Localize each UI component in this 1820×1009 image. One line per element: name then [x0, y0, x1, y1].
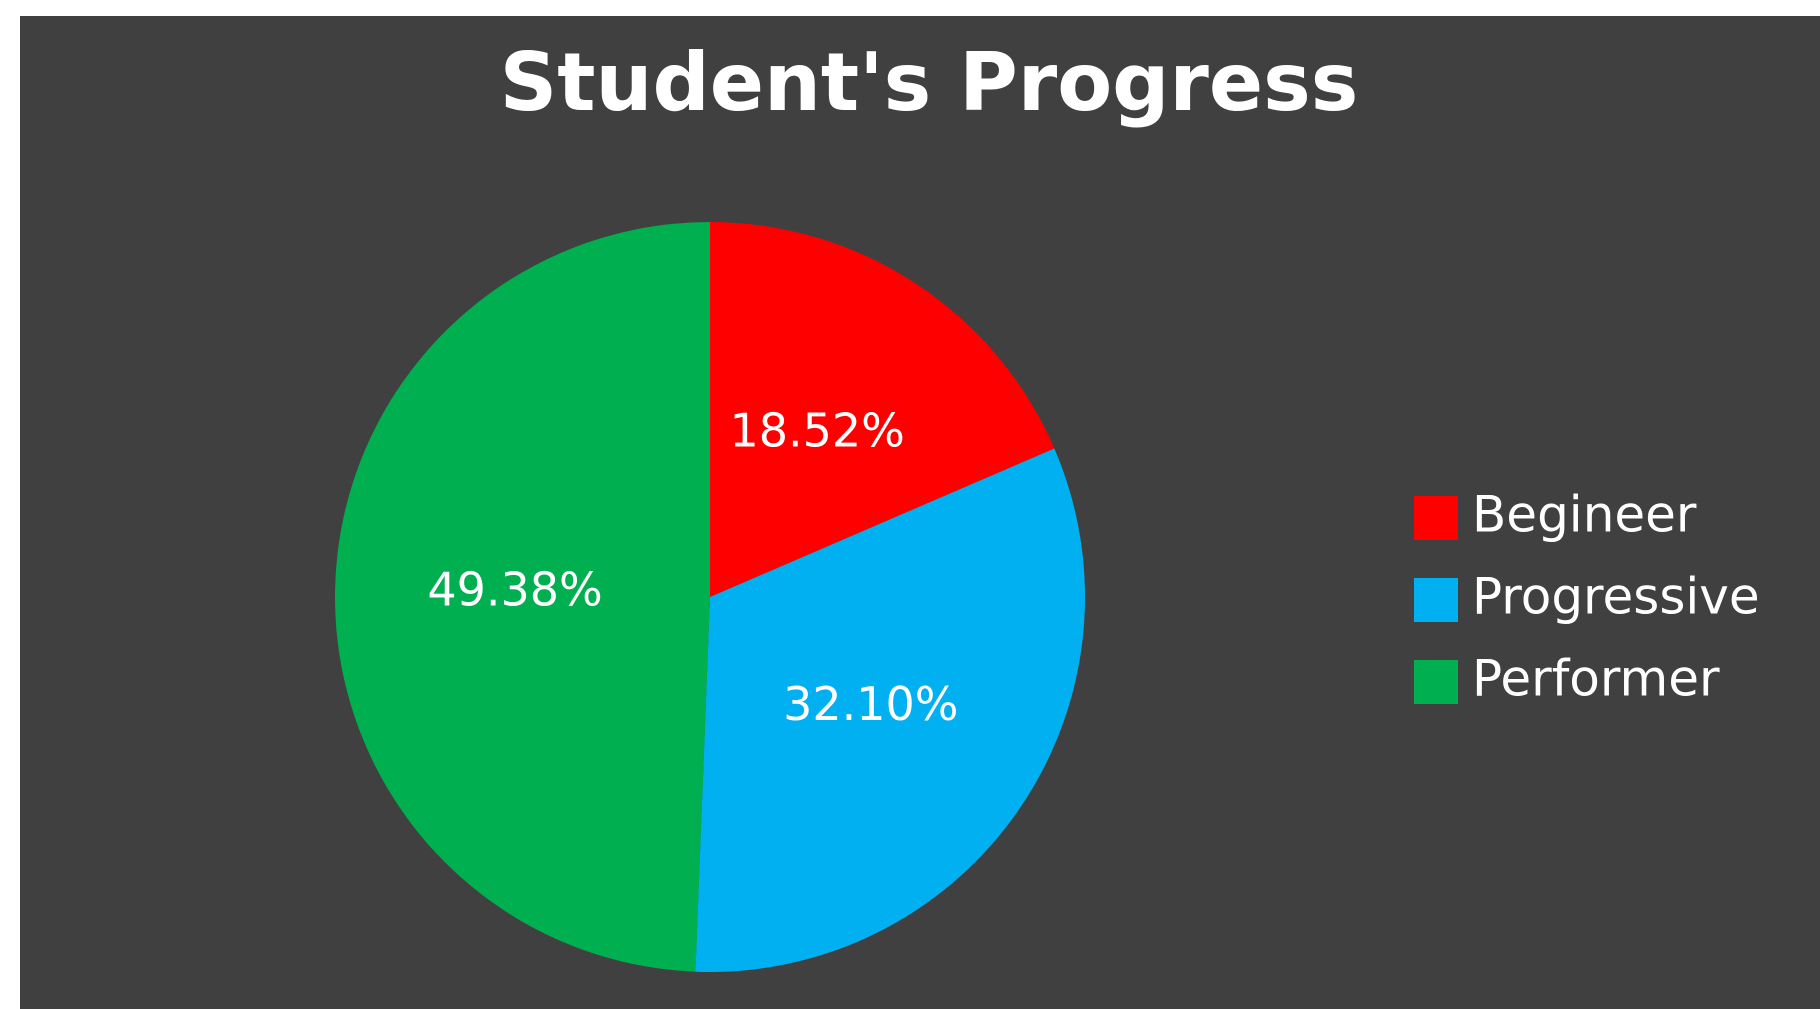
data-label: 18.52%	[729, 404, 904, 458]
legend-swatch	[1414, 578, 1458, 622]
pie-slice	[710, 222, 1055, 597]
pie-slice	[695, 448, 1085, 973]
legend-swatch	[1414, 660, 1458, 704]
legend-label: Performer	[1472, 650, 1720, 708]
legend-swatch	[1414, 496, 1458, 540]
legend-label: Progressive	[1472, 568, 1760, 626]
legend-label: Begineer	[1472, 486, 1697, 544]
pie-slice	[334, 222, 710, 972]
data-label: 32.10%	[783, 677, 958, 731]
chart-title: Student's Progress	[500, 36, 1359, 129]
data-label: 49.38%	[427, 563, 602, 617]
